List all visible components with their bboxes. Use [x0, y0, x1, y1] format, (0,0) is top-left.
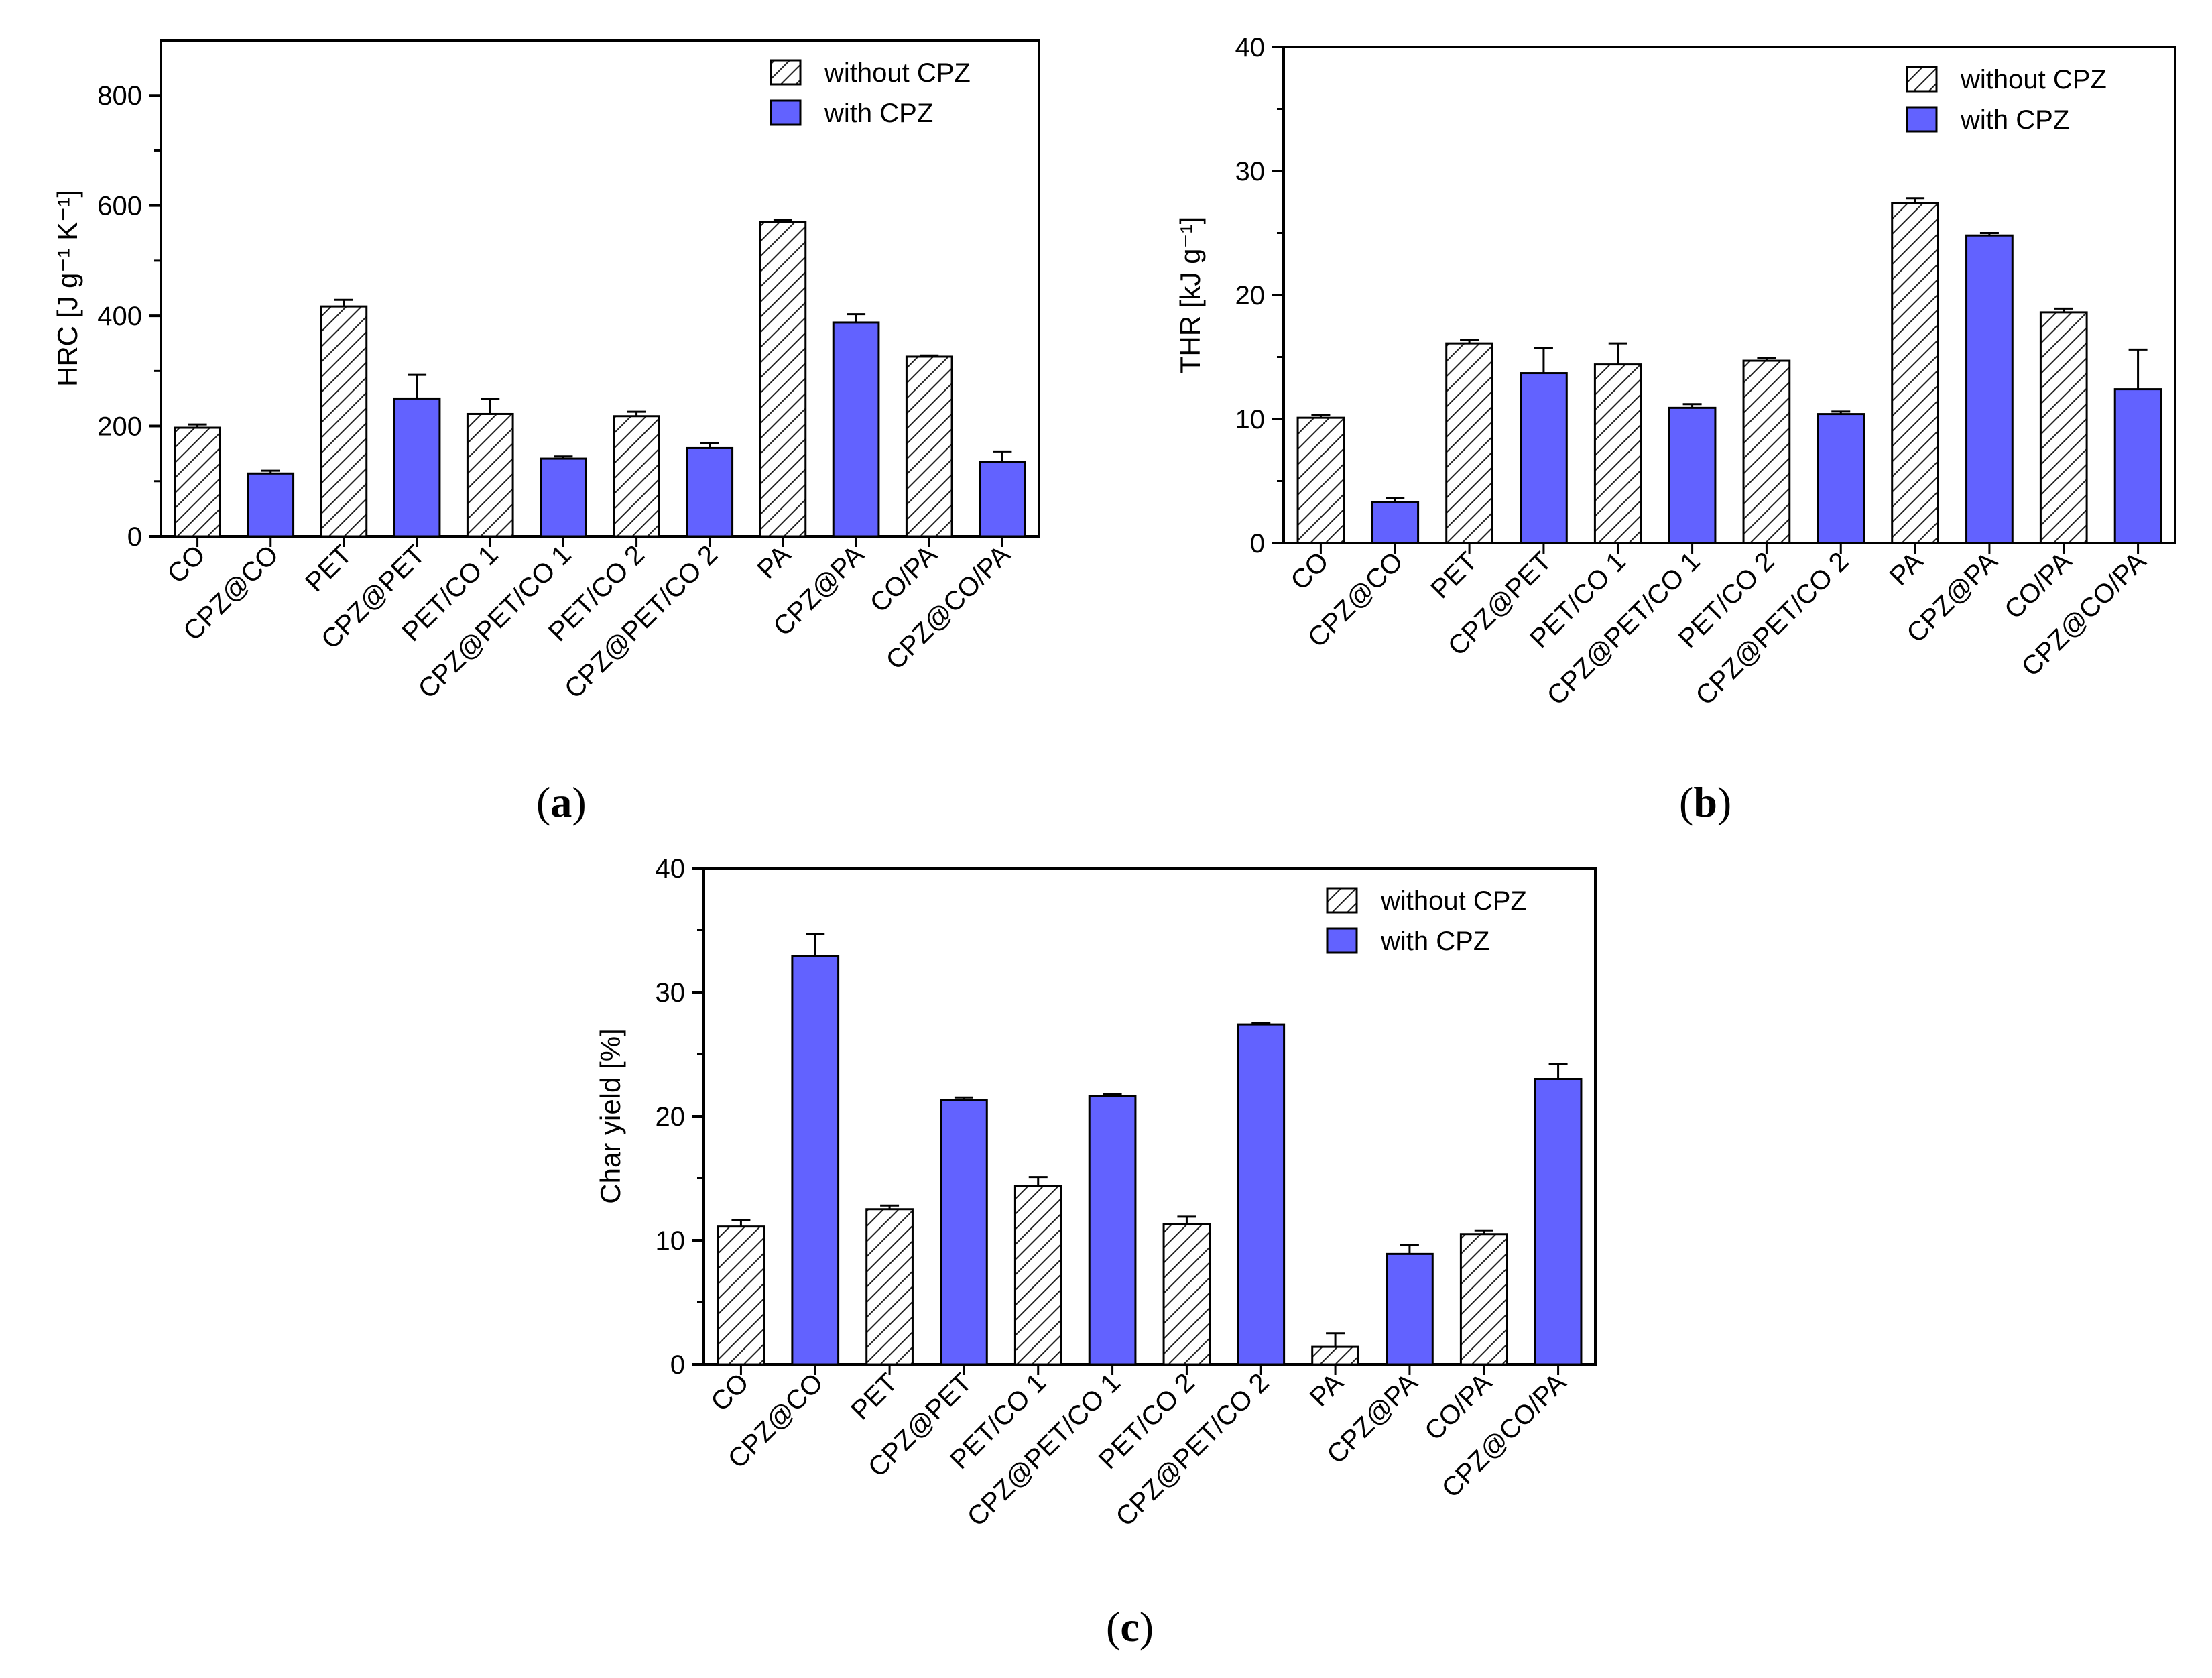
y-tick-label: 400: [97, 302, 142, 331]
legend-label-with: with CPZ: [1380, 926, 1489, 956]
y-tick-label: 40: [656, 854, 686, 884]
legend-swatch-without: [1906, 66, 1938, 93]
bar-CPZ@CO/PA: [1534, 1078, 1583, 1366]
bar-CPZ@CO/PA: [979, 461, 1026, 538]
y-tick-label: 10: [1235, 405, 1266, 434]
bar-CPZ@CO/PA: [2113, 388, 2162, 544]
bar-PET/CO 1: [1593, 363, 1642, 544]
legend-swatch-without: [770, 59, 802, 86]
x-tick-label: CO: [1285, 546, 1335, 596]
bar-CPZ@PET: [393, 397, 441, 538]
bar-CPZ@PET/CO 2: [1817, 413, 1865, 544]
y-tick-label: 0: [127, 522, 142, 552]
bar-PA: [1311, 1345, 1359, 1366]
legend-label-without: without CPZ: [1960, 65, 2107, 95]
legend-label-with: with CPZ: [1960, 105, 2069, 135]
bar-CO: [174, 426, 221, 538]
bar-CPZ@PA: [1386, 1252, 1434, 1366]
chart-panel-a: 0 200 400 600 800 HRC [J g⁻¹ K⁻¹] CO CPZ@CO PET C…: [34, 27, 1072, 717]
bar-CPZ@PET/CO 1: [1668, 406, 1717, 544]
x-tick-label: PET: [300, 540, 357, 597]
bar-CPZ@CO: [791, 955, 840, 1366]
bar-CO/PA: [1459, 1233, 1508, 1366]
bar-CPZ@PA: [1965, 234, 2014, 544]
bar-PA: [759, 221, 807, 538]
y-tick-label: 800: [97, 81, 142, 111]
bar-CPZ@PET/CO 2: [686, 446, 734, 538]
bar-PET/CO 2: [1742, 359, 1791, 544]
y-tick-label: 0: [1250, 529, 1265, 558]
legend-swatch-with: [1326, 927, 1358, 954]
x-tick-label: PA: [1304, 1368, 1349, 1413]
y-tick-label: 20: [1235, 281, 1266, 310]
bar-PET: [1445, 342, 1493, 544]
panel-label-c: (c): [1106, 1603, 1154, 1651]
legend-label-with: with CPZ: [824, 99, 933, 128]
bar-PET/CO 2: [1162, 1223, 1211, 1366]
x-tick-label: PA: [1884, 546, 1929, 591]
y-tick-label: 40: [1235, 33, 1266, 62]
bar-PET/CO 1: [1013, 1185, 1062, 1366]
y-tick-label: 200: [97, 412, 142, 442]
chart-panel-c: 0 10 20 30 40 Char yield [%] CO CPZ@CO PET CPZ@PE…: [576, 848, 1642, 1539]
legend-label-without: without CPZ: [824, 58, 971, 88]
panel-label-a: (a): [536, 778, 587, 826]
legend-swatch-with: [770, 99, 802, 126]
bar-PET/CO 1: [466, 412, 514, 538]
bar-CO: [717, 1225, 765, 1366]
x-tick-label: PET: [1425, 546, 1483, 604]
legend-swatch-with: [1906, 106, 1938, 133]
bar-CPZ@CO: [1371, 501, 1420, 544]
y-tick-label: 0: [670, 1350, 685, 1380]
y-tick-label: 600: [97, 192, 142, 221]
bar-CPZ@PET/CO 1: [540, 457, 587, 538]
chart-panel-b: 0 10 20 30 40 THR [kJ g⁻¹] CO CPZ@CO PET CPZ@PET P…: [1143, 27, 2209, 717]
y-tick-label: 10: [656, 1226, 686, 1256]
y-tick-label: 30: [656, 978, 686, 1008]
bar-PET: [320, 305, 368, 538]
bar-PA: [1891, 202, 1939, 544]
bar-CO: [1296, 416, 1345, 544]
x-tick-label: CO: [705, 1368, 755, 1417]
bar-CPZ@PET: [1520, 372, 1568, 544]
bar-PET: [865, 1208, 914, 1366]
panel-label-b: (b): [1679, 778, 1732, 826]
bar-CO/PA: [905, 355, 953, 538]
y-axis-label: HRC [J g⁻¹ K⁻¹]: [52, 190, 83, 387]
legend-label-without: without CPZ: [1380, 886, 1527, 916]
y-axis-label: THR [kJ g⁻¹]: [1174, 217, 1206, 374]
bar-CPZ@PET/CO 1: [1088, 1095, 1137, 1366]
legend-swatch-without: [1326, 887, 1358, 914]
bar-CPZ@PET: [940, 1099, 988, 1366]
y-axis-label: Char yield [%]: [595, 1028, 626, 1203]
bar-CPZ@PET/CO 2: [1237, 1023, 1286, 1366]
bar-CO/PA: [2039, 311, 2088, 544]
x-tick-label: CPZ@CO/PA: [880, 540, 1016, 676]
x-tick-label: PA: [752, 540, 797, 585]
x-tick-label: CO: [162, 540, 211, 589]
bar-CPZ@PA: [832, 321, 880, 538]
plot-frame: [160, 39, 1040, 538]
x-tick-label: PET: [845, 1368, 903, 1425]
y-tick-label: 20: [656, 1102, 686, 1132]
bar-CPZ@CO: [247, 472, 295, 538]
y-tick-label: 30: [1235, 157, 1266, 186]
bar-PET/CO 2: [613, 415, 660, 538]
